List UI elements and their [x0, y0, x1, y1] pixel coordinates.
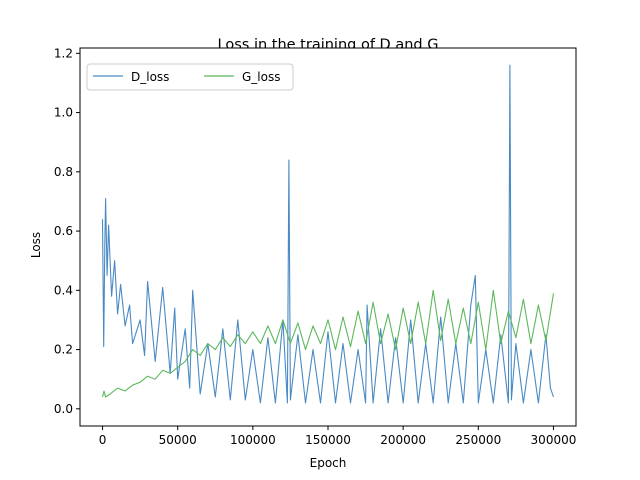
x-tick-label: 0: [99, 433, 107, 447]
plot-area: [79, 47, 577, 427]
y-tick-label: 0.8: [54, 165, 73, 179]
legend: D_loss G_loss: [86, 63, 294, 91]
y-tick-label: 0.2: [54, 343, 73, 357]
y-axis-label: Loss: [29, 232, 43, 258]
x-tick-label: 150000: [305, 433, 351, 447]
series-layer: [101, 64, 555, 404]
y-tick-label: 1.2: [54, 46, 73, 60]
legend-box: [86, 63, 294, 91]
legend-label-g-loss: G_loss: [242, 70, 280, 84]
series-line-g-loss: [101, 289, 555, 398]
x-axis-label: Epoch: [310, 456, 347, 470]
y-axis-ticks: 0.0 0.2 0.4 0.6 0.8 1.0 1.2: [54, 46, 80, 416]
y-tick-label: 1.0: [54, 106, 73, 120]
y-tick-label: 0.0: [54, 402, 73, 416]
x-tick-label: 250000: [455, 433, 501, 447]
x-tick-label: 200000: [380, 433, 426, 447]
x-tick-label: 300000: [531, 433, 577, 447]
x-tick-label: 100000: [230, 433, 276, 447]
y-tick-label: 0.4: [54, 283, 73, 297]
y-tick-label: 0.6: [54, 224, 73, 238]
x-axis-ticks: 0 50000 100000 150000 200000 250000 300000: [99, 426, 577, 447]
x-tick-label: 50000: [159, 433, 197, 447]
legend-label-d-loss: D_loss: [131, 70, 169, 84]
axes-background: [80, 48, 576, 426]
series-line-d-loss: [101, 64, 555, 404]
